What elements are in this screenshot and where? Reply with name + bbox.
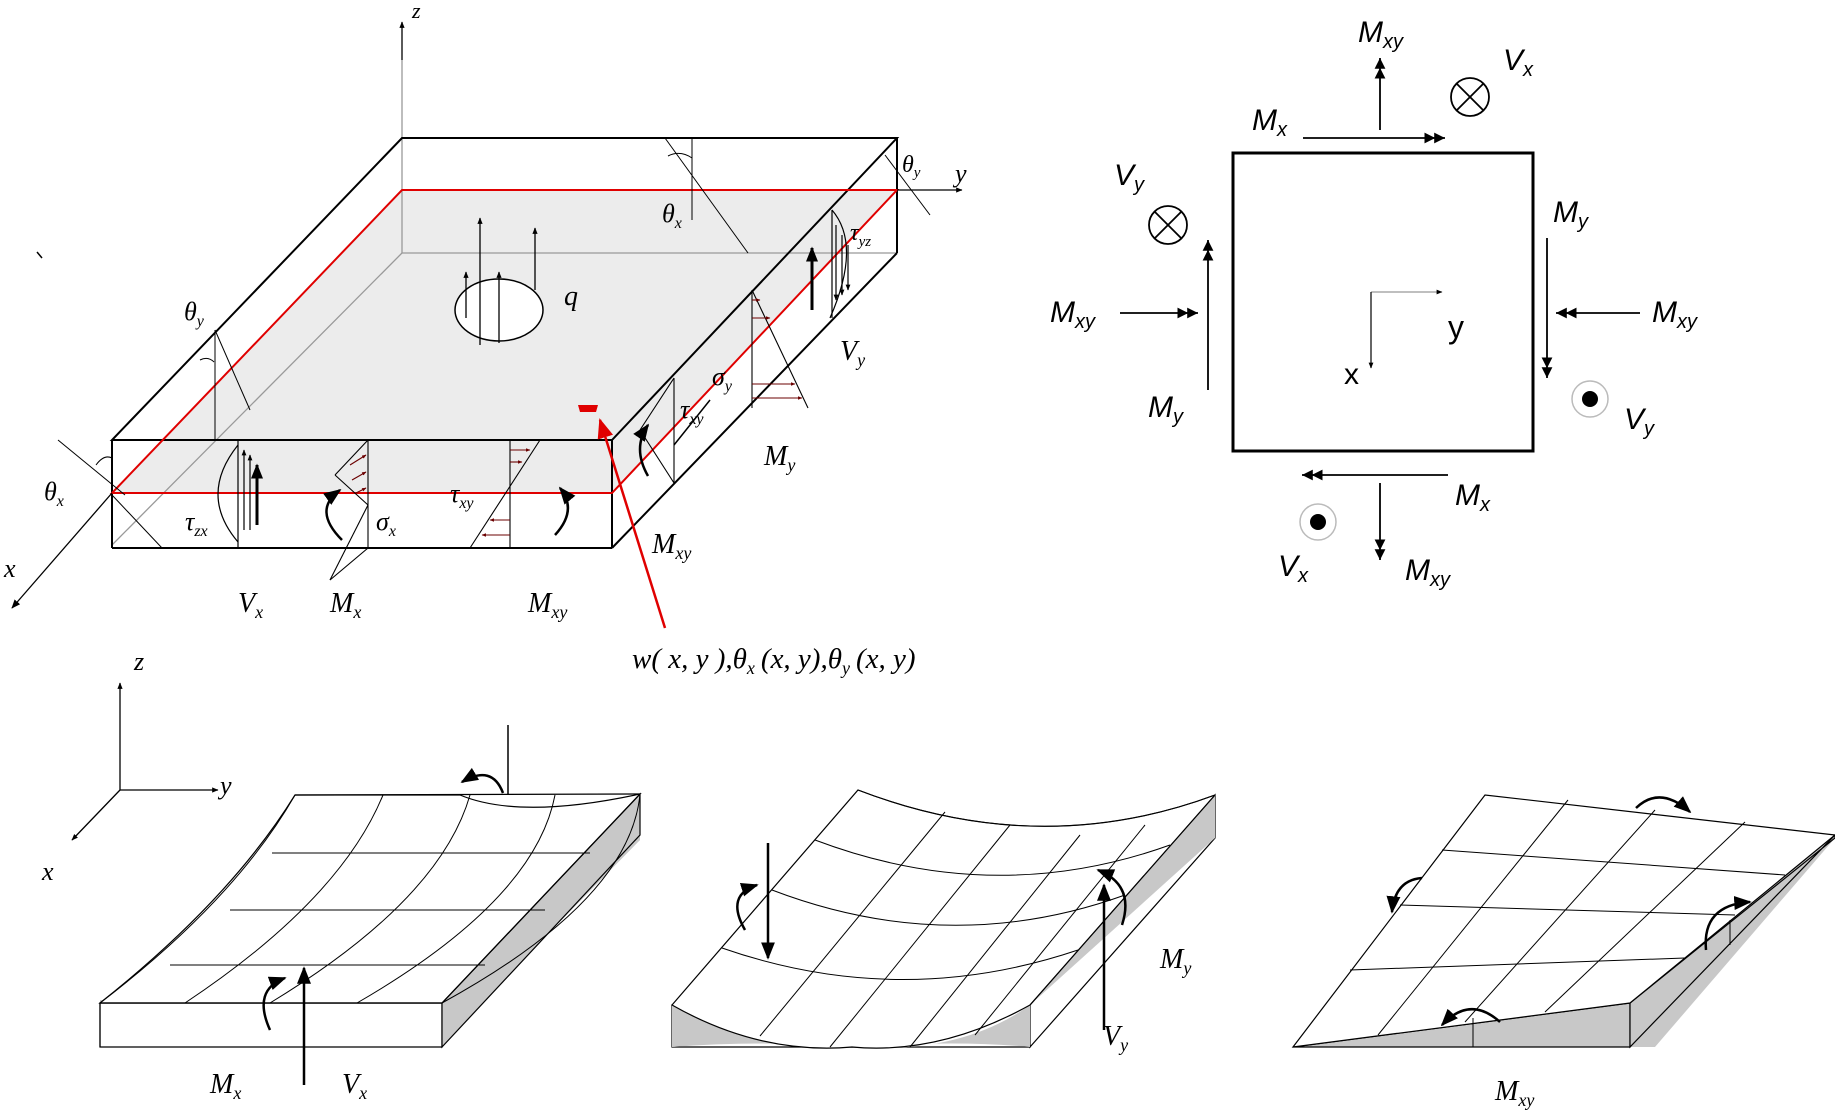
theta-x-front-label: θx xyxy=(44,477,64,510)
z-axis-label: z xyxy=(411,0,421,23)
vy-right-label: Vy xyxy=(1624,403,1655,440)
my-right-label: My xyxy=(1553,196,1589,233)
tau-xy-right-distribution xyxy=(639,377,711,484)
tau-zx-label: τzx xyxy=(185,507,208,540)
local-y-label: y xyxy=(1448,309,1464,345)
plate-edges xyxy=(109,137,900,549)
panel1-top-moment-arrow xyxy=(460,767,505,794)
vx-into-page-symbol xyxy=(1450,77,1490,117)
panel1-mx-moment-arrow xyxy=(262,976,287,1031)
tau-yz-distribution xyxy=(806,209,851,319)
y-axis-label: y xyxy=(952,159,967,188)
stray-mark xyxy=(36,251,43,259)
load-q-label: q xyxy=(564,281,578,312)
element-square xyxy=(1231,151,1535,453)
bottom-z-label: z xyxy=(133,647,144,676)
mxy-main-bottom-label: Mxy xyxy=(527,588,567,622)
mx-main-label: Mx xyxy=(329,588,361,622)
vy-out-of-page-symbol xyxy=(1571,380,1609,418)
theta-y-back-label: θy xyxy=(902,152,921,181)
panel3-top-moment-arrow xyxy=(1635,796,1692,814)
theta-x-back-label: θx xyxy=(662,199,682,232)
mx-bottom-label: Mx xyxy=(1455,479,1491,516)
panel-my: My Vy xyxy=(671,782,1216,1055)
mx-top-label: Mx xyxy=(1252,104,1288,141)
load-q: q xyxy=(454,217,578,345)
panel2-my-label: My xyxy=(1159,944,1191,978)
sigma-x-distribution xyxy=(329,439,369,581)
vx-main-label: Vx xyxy=(238,588,263,622)
panel-mxy: Mxy xyxy=(1291,794,1835,1110)
vy-main-label: Vy xyxy=(840,336,865,370)
local-x-label: x xyxy=(1344,358,1359,391)
my-left-label: My xyxy=(1148,391,1184,428)
panel1-mx-label: Mx xyxy=(209,1069,241,1103)
vy-left-label: Vy xyxy=(1114,159,1145,196)
sigma-x-label: σx xyxy=(376,507,396,540)
mxy-main-right-label: Mxy xyxy=(651,529,691,563)
dof-pointer xyxy=(597,418,667,629)
bottom-axes xyxy=(71,682,219,841)
tau-xy-right-label: τxy xyxy=(680,395,704,428)
mxy-right-label: Mxy xyxy=(1652,296,1698,333)
my-main-label: My xyxy=(763,441,795,475)
main-plate: z y x q θx xyxy=(3,0,967,678)
theta-y-left-label: θy xyxy=(184,297,205,330)
mxy-right-moment-arrow xyxy=(633,423,650,477)
panel2-vy-label: Vy xyxy=(1103,1021,1128,1055)
bottom-y-label: y xyxy=(217,771,232,800)
mxy-left-label: Mxy xyxy=(1050,296,1096,333)
mx-front-moment-arrow xyxy=(323,488,343,541)
vy-into-page-symbol xyxy=(1148,205,1188,245)
sigma-y-label: σy xyxy=(712,362,733,395)
panel1-vx-label: Vx xyxy=(342,1069,367,1103)
panel2-my-moment-arrow xyxy=(1096,868,1127,926)
panel3-right-moment-arrow xyxy=(1704,896,1752,951)
dof-label: w( x, y ),θx (x, y),θy (x, y) xyxy=(632,643,916,678)
x-axis-label: x xyxy=(3,554,16,583)
bottom-x-label: x xyxy=(41,857,54,886)
tau-xy-front-distribution xyxy=(469,439,541,549)
tau-yz-label: τyz xyxy=(850,220,871,250)
x-axis xyxy=(11,492,113,609)
rotation-construction xyxy=(57,137,931,549)
vx-bottom-label: Vx xyxy=(1278,550,1309,587)
dof-flag xyxy=(578,405,598,412)
panel2-left-moment-arrow xyxy=(736,883,759,931)
mid-plane-outline xyxy=(109,189,900,494)
panel3-mxy-label: Mxy xyxy=(1494,1076,1534,1110)
mxy-bottom-label: Mxy xyxy=(1405,554,1451,591)
panel3-left-moment-arrow xyxy=(1386,876,1423,914)
tau-xy-front-label: τxy xyxy=(450,479,474,512)
mxy-front-moment-arrow xyxy=(554,486,576,536)
plate-element: y x Mx Mxy Vx Vy Mxy My My Mxy xyxy=(1050,16,1698,591)
vx-out-of-page-symbol xyxy=(1299,503,1337,541)
panel-mx: Mx Vx xyxy=(98,725,642,1103)
panel3-bottom-moment-arrow xyxy=(1440,1008,1501,1027)
vx-top-label: Vx xyxy=(1503,44,1534,81)
sigma-y-distribution xyxy=(751,289,809,409)
mxy-top-label: Mxy xyxy=(1358,16,1404,53)
tau-zx-distribution xyxy=(217,440,263,548)
